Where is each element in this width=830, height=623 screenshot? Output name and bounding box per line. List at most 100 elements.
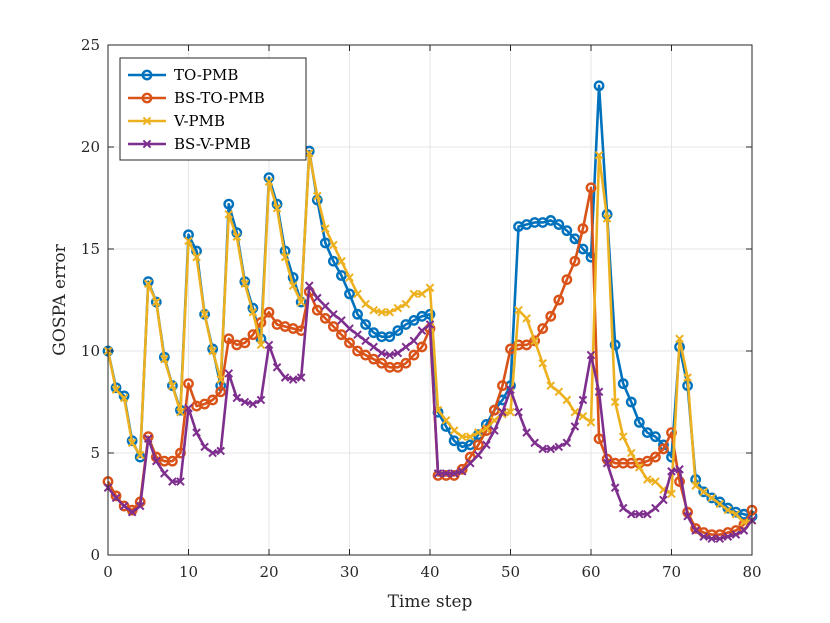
data-point-v-pmb [739, 518, 749, 527]
data-point-to-pmb [633, 416, 645, 428]
data-point-to-pmb [424, 308, 436, 320]
data-point-v-pmb [554, 387, 564, 397]
data-point-bs-v-pmb [176, 477, 185, 486]
data-point-v-pmb [361, 299, 370, 309]
data-point-v-pmb [401, 299, 411, 309]
data-point-bs-to-pmb [166, 455, 178, 467]
data-point-bs-to-pmb [472, 439, 484, 451]
data-point-to-pmb [698, 486, 710, 498]
legend-entry-to-pmb: TO-PMB [128, 66, 238, 84]
data-point-bs-to-pmb [376, 357, 388, 369]
data-point-to-pmb [368, 327, 380, 339]
data-point-bs-v-pmb [699, 532, 709, 541]
data-point-v-pmb [240, 279, 250, 288]
data-point-v-pmb [296, 297, 306, 307]
data-point-v-pmb [224, 210, 234, 219]
data-point-bs-to-pmb [207, 394, 219, 406]
data-point-bs-to-pmb [327, 321, 339, 332]
data-point-to-pmb [384, 331, 396, 343]
data-point-bs-v-pmb [546, 444, 556, 454]
data-point-bs-to-pmb [569, 255, 581, 267]
data-point-bs-to-pmb [658, 443, 669, 455]
data-point-v-pmb [530, 336, 539, 346]
data-point-v-pmb [369, 305, 378, 315]
data-point-bs-v-pmb [602, 458, 612, 468]
legend-swatch-marker [141, 69, 153, 81]
data-point-bs-v-pmb [659, 495, 668, 505]
legend-swatch-marker [141, 92, 153, 104]
data-point-bs-v-pmb [280, 373, 290, 382]
data-point-bs-to-pmb [215, 386, 227, 398]
data-point-bs-v-pmb [135, 501, 145, 511]
data-point-bs-to-pmb [311, 304, 323, 316]
data-point-to-pmb [609, 339, 621, 351]
data-point-v-pmb [586, 418, 596, 427]
data-point-bs-v-pmb [127, 507, 137, 517]
data-point-bs-v-pmb [739, 526, 749, 535]
x-tick-label: 20 [259, 563, 278, 581]
data-point-v-pmb [514, 305, 523, 315]
data-point-bs-to-pmb [545, 310, 557, 322]
data-point-bs-v-pmb [618, 503, 628, 513]
data-point-v-pmb [304, 148, 314, 158]
data-point-bs-v-pmb [651, 503, 660, 513]
y-tick-label: 0 [90, 546, 100, 564]
data-point-v-pmb [602, 214, 612, 223]
x-tick-label: 50 [501, 563, 520, 581]
data-point-v-pmb [457, 432, 467, 441]
data-point-v-pmb [522, 314, 531, 323]
data-point-bs-v-pmb [232, 393, 242, 403]
legend-entry-bs-to-pmb: BS-TO-PMB [128, 89, 265, 107]
data-point-bs-v-pmb [184, 403, 193, 413]
data-point-bs-to-pmb [263, 306, 275, 318]
data-point-bs-v-pmb [554, 442, 564, 452]
data-point-to-pmb [392, 325, 404, 336]
legend-entry-v-pmb: V-PMB [128, 112, 225, 130]
data-point-bs-v-pmb [361, 336, 370, 346]
data-point-bs-to-pmb [183, 378, 194, 390]
data-point-v-pmb [449, 426, 459, 435]
data-point-bs-v-pmb [143, 434, 153, 444]
data-point-to-pmb [448, 435, 460, 447]
data-point-v-pmb [232, 232, 242, 242]
data-point-v-pmb [562, 395, 572, 405]
data-point-v-pmb [578, 411, 588, 421]
data-point-v-pmb [675, 334, 684, 344]
data-point-v-pmb [329, 240, 338, 250]
y-axis-ticks: 0 5 10 15 20 25 [81, 36, 752, 564]
data-point-v-pmb [482, 424, 491, 433]
series-bs-v-pmb [103, 281, 757, 543]
data-point-bs-v-pmb [369, 342, 378, 352]
data-point-bs-to-pmb [537, 323, 549, 334]
data-point-bs-v-pmb [490, 426, 499, 435]
legend-swatch-marker [142, 139, 152, 149]
data-point-v-pmb [465, 432, 475, 441]
data-point-bs-v-pmb [683, 511, 692, 521]
data-point-bs-to-pmb [223, 333, 235, 345]
data-point-to-pmb [545, 215, 557, 226]
data-point-bs-v-pmb [473, 450, 483, 460]
data-point-bs-v-pmb [224, 369, 234, 378]
data-point-v-pmb [699, 487, 709, 497]
y-tick-label: 15 [81, 240, 100, 258]
data-point-bs-to-pmb [239, 337, 251, 349]
data-point-to-pmb [706, 492, 718, 504]
data-point-bs-v-pmb [151, 456, 161, 466]
data-point-bs-v-pmb [119, 501, 129, 511]
data-point-v-pmb [264, 177, 274, 186]
data-point-bs-to-pmb [464, 451, 476, 463]
data-point-v-pmb [192, 252, 201, 262]
data-point-to-pmb [183, 229, 194, 241]
data-point-bs-v-pmb [643, 509, 652, 519]
data-point-bs-v-pmb [610, 483, 620, 492]
data-point-bs-to-pmb [456, 463, 468, 475]
data-point-bs-to-pmb [352, 345, 363, 357]
data-point-v-pmb [506, 407, 515, 417]
data-point-v-pmb [683, 373, 692, 382]
data-point-bs-v-pmb [465, 458, 475, 468]
data-point-v-pmb [425, 283, 435, 293]
data-point-v-pmb [594, 150, 604, 160]
data-point-v-pmb [200, 309, 209, 319]
data-point-bs-to-pmb [199, 398, 211, 410]
